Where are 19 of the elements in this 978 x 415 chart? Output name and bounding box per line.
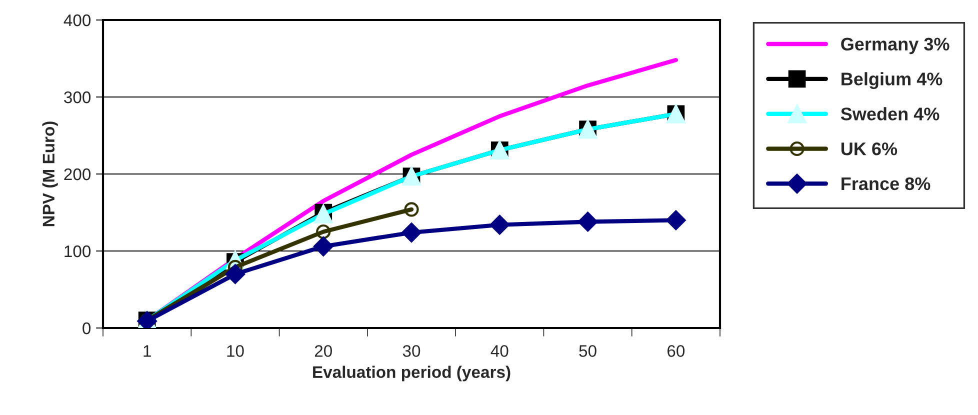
x-tick-label: 60 <box>668 345 685 357</box>
legend-label: Belgium 4% <box>842 72 942 90</box>
y-tick-label: 400 <box>64 14 91 26</box>
legend-label: Germany 3% <box>841 38 950 54</box>
y-axis-title: NPV (M Euro) <box>42 122 58 226</box>
x-axis-title: Evaluation period (years) <box>313 366 510 382</box>
y-tick-label: 200 <box>64 168 91 180</box>
x-tick-label: 30 <box>402 345 420 357</box>
x-tick-label: 20 <box>314 345 332 357</box>
legend-label: Sweden 4% <box>840 107 940 120</box>
x-tick-label: 50 <box>579 345 596 357</box>
y-tick-label: 0 <box>82 322 91 334</box>
x-tick-label: 10 <box>227 345 244 357</box>
y-tick-label: 300 <box>64 91 91 104</box>
y-tick-label: 100 <box>64 245 91 258</box>
x-tick-label: 40 <box>490 345 508 357</box>
legend-label: France 8% <box>842 177 930 190</box>
legend-label: UK 6% <box>841 142 898 156</box>
x-tick-label: 1 <box>144 345 151 357</box>
